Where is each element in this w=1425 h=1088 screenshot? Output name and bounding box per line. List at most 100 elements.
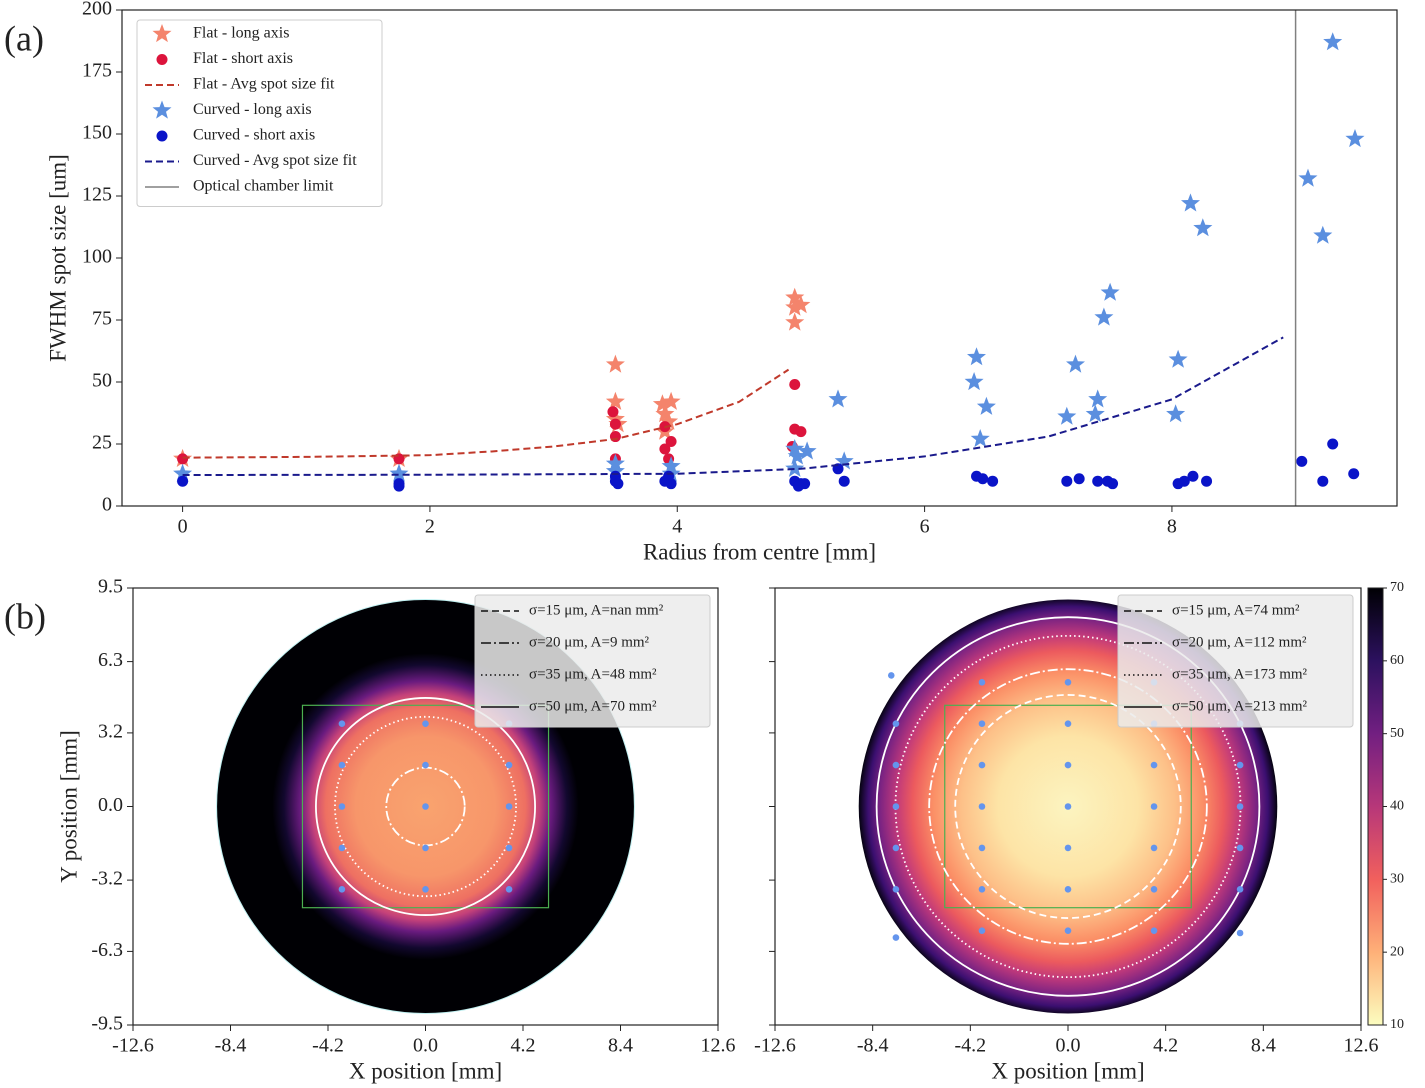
star-point <box>1085 404 1105 423</box>
dot-point <box>607 406 619 418</box>
legend-box <box>136 19 383 207</box>
dot-point <box>1061 475 1073 487</box>
x-tick-label: 8.4 <box>1251 1035 1276 1057</box>
sample-point <box>505 844 513 852</box>
star-point <box>1094 307 1114 326</box>
sample-point <box>1064 679 1072 686</box>
star-point <box>785 297 805 316</box>
y-tick-label: -9.5 <box>91 1013 123 1035</box>
x-tick-label: 12.6 <box>1344 1035 1379 1057</box>
panel-label: (b) <box>4 596 46 636</box>
star-point <box>605 409 625 428</box>
legend-label: Flat - long axis <box>193 25 289 42</box>
region-box <box>301 704 550 909</box>
y-tick-label: 6.3 <box>98 649 123 671</box>
x-tick-label: 0 <box>178 516 188 538</box>
legend-label: σ=15 μm, A=74 mm² <box>1172 602 1300 618</box>
sample-point <box>978 803 986 810</box>
star-point <box>1100 282 1120 301</box>
star-point <box>1298 168 1318 187</box>
plot-frame <box>774 587 1362 1026</box>
star-point <box>970 429 990 448</box>
sample-point <box>978 720 986 727</box>
dot-point <box>609 418 621 430</box>
dot-point <box>659 443 671 455</box>
legend-label: σ=20 μm, A=9 mm² <box>529 634 650 650</box>
sample-point <box>1236 886 1244 893</box>
sample-point <box>422 761 429 769</box>
legend-label: σ=35 μm, A=48 mm² <box>529 666 657 682</box>
legend-label: Curved - short axis <box>193 127 315 144</box>
star-point <box>605 391 625 410</box>
legend-label: σ=50 μm, A=70 mm² <box>529 698 657 714</box>
dot-point <box>1296 455 1308 467</box>
colorbar-tick-label: 40 <box>1390 799 1404 814</box>
colorbar-tick-label: 10 <box>1390 1017 1404 1032</box>
sample-point <box>1064 720 1072 727</box>
sample-point <box>1064 761 1072 769</box>
star-point <box>1193 218 1213 237</box>
star-point <box>834 451 854 470</box>
legend-label: Curved - long axis <box>193 101 312 118</box>
sample-point <box>338 803 346 810</box>
y-tick-label: 100 <box>82 246 112 268</box>
dot-point <box>177 453 189 465</box>
star-point <box>976 396 996 415</box>
sample-point <box>892 844 900 852</box>
star-point <box>785 458 805 477</box>
colorbar-tick-label: 50 <box>1390 726 1404 741</box>
legend-box <box>474 594 711 728</box>
sample-point <box>1064 886 1072 893</box>
dot-point <box>1317 475 1329 487</box>
dot-point <box>1348 468 1360 480</box>
x-tick-label: 4 <box>672 516 682 538</box>
dot-point <box>1107 478 1119 490</box>
dot-point <box>393 480 405 492</box>
legend-label: σ=20 μm, A=112 mm² <box>1172 634 1307 650</box>
y-tick-label: 3.2 <box>98 720 123 742</box>
x-tick-label: 2 <box>425 516 435 538</box>
x-tick-label: 0.0 <box>1056 1035 1081 1057</box>
plot-frame <box>121 9 1398 507</box>
star-point <box>785 287 805 306</box>
sample-point <box>978 679 986 686</box>
sample-point <box>338 720 346 727</box>
colorbar-tick-label: 20 <box>1390 944 1404 959</box>
contour <box>954 694 1182 919</box>
legend-label: σ=35 μm, A=173 mm² <box>1172 666 1308 682</box>
y-tick-label: 25 <box>92 432 112 454</box>
sample-point <box>505 886 513 893</box>
dot-point <box>1187 470 1199 482</box>
x-tick-label: 6 <box>920 516 930 538</box>
legend-swatch <box>152 100 172 119</box>
sample-point <box>892 886 900 893</box>
star-point <box>797 441 817 460</box>
dot-point <box>612 478 624 490</box>
sample-point <box>892 934 900 941</box>
x-tick-label: 4.2 <box>1153 1035 1178 1057</box>
dot-point <box>665 436 677 448</box>
sample-point <box>892 761 900 769</box>
y-tick-label: -3.2 <box>91 868 123 890</box>
sample-point <box>1064 803 1072 810</box>
star-point <box>1181 193 1200 212</box>
star-point <box>1168 349 1188 368</box>
dot-point <box>665 478 677 490</box>
y-axis-label: FWHM spot size [um] <box>45 154 70 362</box>
y-tick-label: 75 <box>92 308 112 330</box>
x-axis-label: X position [mm] <box>349 1058 502 1083</box>
panel-label: (a) <box>4 18 44 58</box>
sample-point <box>978 886 986 893</box>
contour <box>875 616 1261 997</box>
sample-point <box>1064 844 1072 852</box>
sample-point <box>1236 803 1244 810</box>
sample-point <box>892 803 900 810</box>
y-tick-label: 0.0 <box>98 794 123 816</box>
star-point <box>964 372 984 391</box>
x-tick-label: 4.2 <box>511 1035 536 1057</box>
dot-point <box>838 475 850 487</box>
legend-label: Curved - Avg spot size fit <box>193 152 357 169</box>
sample-point <box>1150 844 1158 852</box>
colorbar-tick-label: 70 <box>1390 580 1404 595</box>
colorbar-tick-label: 60 <box>1390 653 1404 668</box>
